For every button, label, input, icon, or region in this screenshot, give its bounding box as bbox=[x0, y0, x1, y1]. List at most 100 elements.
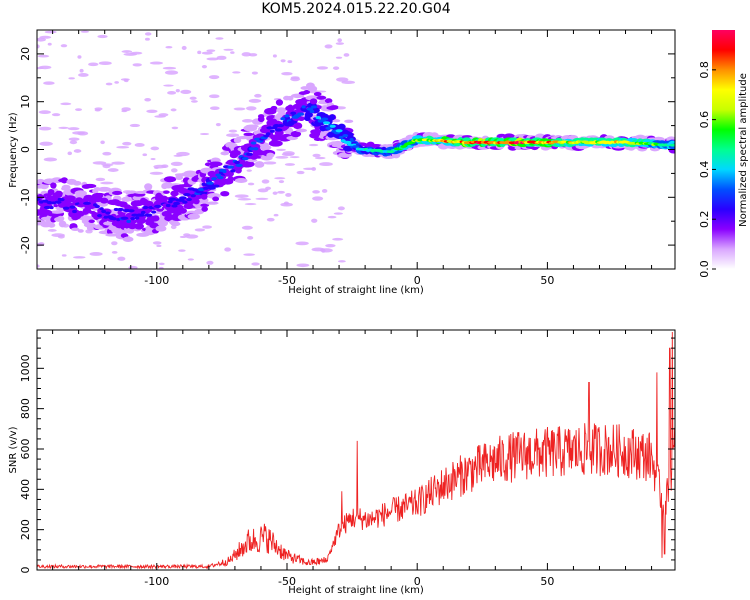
spectral-speckle bbox=[216, 55, 227, 60]
spectral-speckle bbox=[150, 146, 160, 151]
spectral-speckle bbox=[158, 262, 165, 266]
spectral-halo bbox=[270, 105, 278, 112]
spectral-speckle bbox=[43, 81, 55, 85]
spectrogram-marks bbox=[37, 30, 675, 269]
spectral-peak bbox=[77, 204, 85, 208]
spectral-halo bbox=[324, 98, 333, 104]
spectral-peak bbox=[43, 205, 52, 210]
spectral-speckle bbox=[337, 38, 342, 43]
spectral-speckle bbox=[233, 107, 246, 111]
spectral-speckle bbox=[230, 51, 235, 54]
spectral-halo bbox=[105, 233, 119, 237]
spectral-peak bbox=[322, 121, 331, 125]
spectral-speckle bbox=[314, 90, 327, 93]
spectral-speckle bbox=[164, 70, 179, 75]
spectral-speckle bbox=[171, 168, 178, 173]
spectral-peak bbox=[146, 213, 153, 217]
spectral-speckle bbox=[171, 126, 179, 130]
spectral-speckle bbox=[308, 143, 319, 147]
spectral-peak bbox=[347, 142, 352, 146]
spectral-peak bbox=[168, 197, 177, 201]
spectrogram-x-axis-label: Height of straight line (km) bbox=[288, 285, 424, 296]
spectral-band bbox=[128, 223, 137, 230]
spectral-speckle bbox=[181, 45, 187, 51]
spectral-speckle bbox=[206, 49, 216, 52]
spectral-peak bbox=[165, 203, 171, 208]
spectral-speckle bbox=[146, 109, 158, 114]
spectral-speckle bbox=[282, 151, 295, 156]
spectral-halo bbox=[258, 144, 272, 151]
spectral-speckle bbox=[111, 250, 118, 254]
spectral-speckle bbox=[194, 228, 206, 232]
spectral-speckle bbox=[337, 206, 345, 211]
spectral-speckle bbox=[129, 123, 141, 128]
spectral-speckle bbox=[283, 201, 289, 205]
spectral-speckle bbox=[241, 52, 252, 57]
spectral-peak bbox=[208, 186, 216, 190]
snr-y-tick-label: 600 bbox=[19, 438, 32, 459]
spectral-speckle bbox=[37, 67, 44, 70]
spectral-speckle bbox=[333, 212, 343, 215]
spectral-peak bbox=[62, 206, 70, 210]
spectral-halo bbox=[72, 180, 82, 186]
spectrogram-y-tick-label: -20 bbox=[19, 236, 32, 254]
spectral-band bbox=[285, 105, 296, 112]
spectral-speckle bbox=[165, 46, 173, 49]
spectral-speckle bbox=[68, 137, 80, 141]
spectral-peak bbox=[37, 197, 41, 201]
spectral-speckle bbox=[130, 51, 143, 55]
spectral-peak bbox=[282, 120, 288, 124]
spectral-peak bbox=[111, 217, 117, 221]
spectral-band bbox=[161, 210, 172, 217]
spectral-peak bbox=[42, 199, 49, 203]
snr-x-tick-label: 0 bbox=[414, 575, 421, 588]
spectral-speckle bbox=[228, 129, 238, 133]
spectral-peak bbox=[230, 169, 236, 173]
spectral-peak bbox=[87, 206, 92, 210]
spectral-speckle bbox=[176, 151, 190, 157]
spectral-halo bbox=[155, 225, 167, 232]
spectral-speckle bbox=[73, 256, 86, 259]
spectral-speckle bbox=[114, 81, 119, 84]
spectral-peak bbox=[248, 147, 255, 151]
spectral-speckle bbox=[201, 64, 207, 69]
spectral-peak bbox=[212, 184, 220, 188]
spectral-speckle bbox=[149, 171, 164, 175]
spectral-speckle bbox=[117, 256, 126, 261]
spectral-speckle bbox=[246, 169, 252, 172]
spectral-band bbox=[268, 118, 278, 125]
spectral-peak bbox=[349, 137, 354, 142]
spectral-halo bbox=[220, 191, 230, 197]
spectral-speckle bbox=[319, 248, 333, 253]
spectral-halo bbox=[187, 213, 200, 220]
spectral-speckle bbox=[167, 91, 177, 95]
spectral-speckle bbox=[92, 161, 107, 165]
spectral-peak bbox=[246, 152, 253, 156]
spectral-peak bbox=[280, 117, 286, 121]
spectral-speckle bbox=[296, 263, 310, 268]
spectral-speckle bbox=[77, 131, 89, 136]
spectral-speckle bbox=[278, 180, 285, 184]
spectral-peak bbox=[338, 135, 344, 140]
spectral-speckle bbox=[79, 68, 84, 73]
spectral-peak bbox=[183, 192, 191, 197]
spectral-band bbox=[115, 222, 125, 229]
spectral-speckle bbox=[224, 247, 232, 252]
spectral-peak bbox=[241, 157, 249, 161]
spectral-peak bbox=[672, 143, 675, 147]
spectral-speckle bbox=[295, 241, 309, 246]
spectral-speckle bbox=[343, 53, 350, 57]
snr-marks bbox=[37, 331, 675, 570]
spectral-speckle bbox=[100, 140, 105, 145]
spectral-halo bbox=[50, 210, 64, 214]
spectral-speckle bbox=[296, 170, 305, 175]
spectral-band bbox=[309, 98, 318, 105]
spectral-speckle bbox=[60, 44, 68, 48]
spectral-speckle bbox=[272, 191, 278, 195]
spectral-speckle bbox=[102, 151, 112, 156]
spectral-halo bbox=[71, 227, 80, 232]
spectral-speckle bbox=[144, 32, 152, 36]
spectral-halo bbox=[329, 105, 339, 109]
spectral-speckle bbox=[276, 148, 286, 151]
spectral-speckle bbox=[187, 258, 194, 261]
